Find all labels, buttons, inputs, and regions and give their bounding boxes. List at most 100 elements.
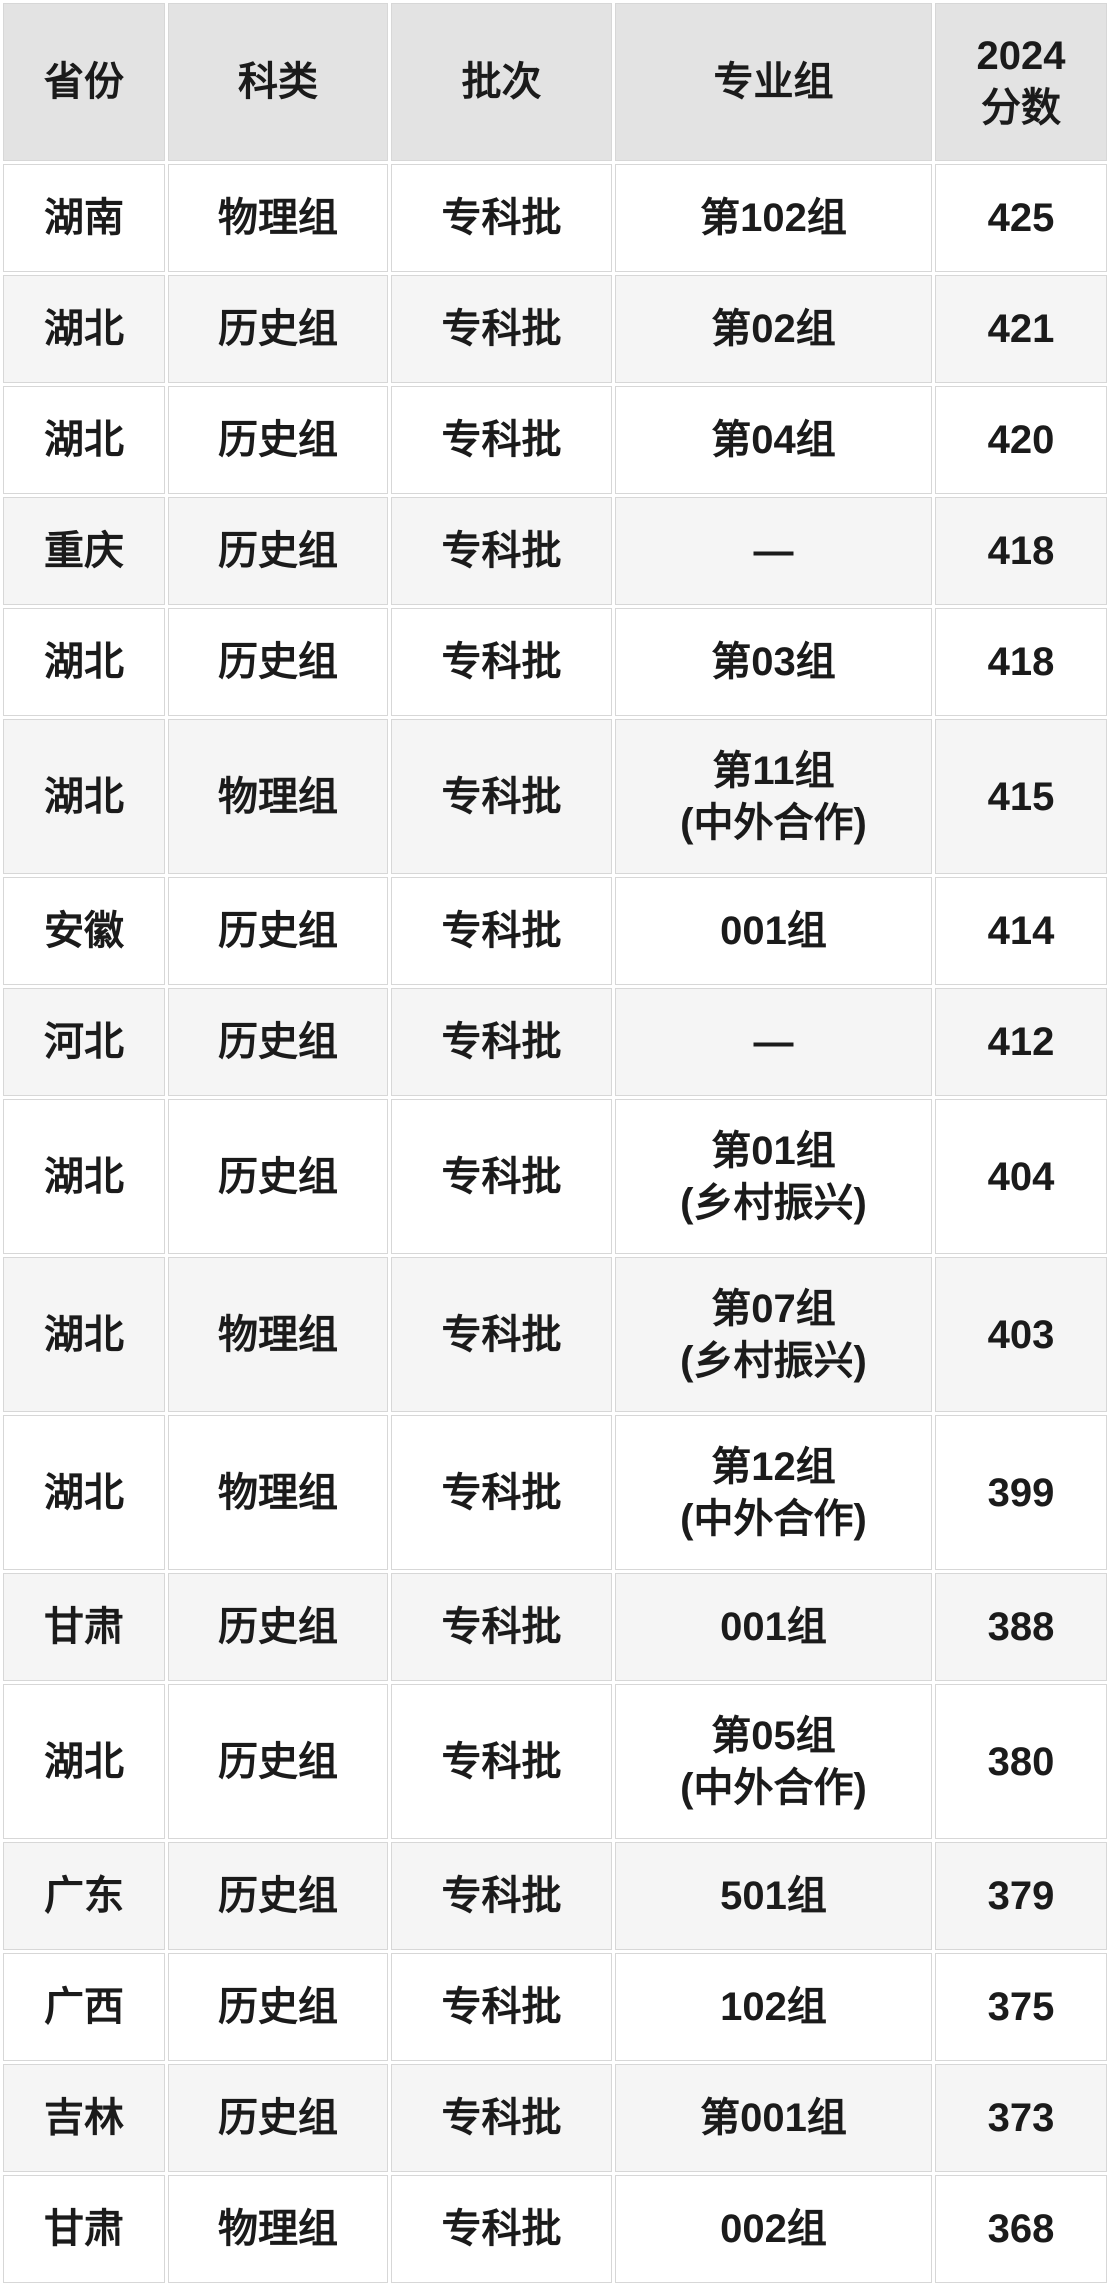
cell-batch: 专科批: [391, 1257, 612, 1412]
cell-province: 湖北: [3, 386, 165, 494]
cell-province: 湖北: [3, 1099, 165, 1254]
cell-batch: 专科批: [391, 497, 612, 605]
cell-subject-category: 历史组: [168, 1953, 388, 2061]
cell-major-group: 501组: [615, 1842, 932, 1950]
cell-province: 河北: [3, 988, 165, 1096]
cell-score: 399: [935, 1415, 1107, 1570]
cell-province: 湖北: [3, 275, 165, 383]
cell-major-group: 102组: [615, 1953, 932, 2061]
header-cell-score-2024: 2024 分数: [935, 3, 1107, 161]
table-row: 湖北 物理组 专科批 第12组 (中外合作) 399: [3, 1415, 1107, 1570]
cell-province: 重庆: [3, 497, 165, 605]
cell-batch: 专科批: [391, 1842, 612, 1950]
cell-province: 湖北: [3, 1257, 165, 1412]
cell-batch: 专科批: [391, 2175, 612, 2283]
cell-score: 418: [935, 497, 1107, 605]
table-row: 重庆 历史组 专科批 — 418: [3, 497, 1107, 605]
cell-major-group: 001组: [615, 877, 932, 985]
cell-batch: 专科批: [391, 1573, 612, 1681]
cell-major-group: —: [615, 497, 932, 605]
cell-score: 375: [935, 1953, 1107, 2061]
cell-province: 湖北: [3, 719, 165, 874]
cell-batch: 专科批: [391, 164, 612, 272]
cell-score: 420: [935, 386, 1107, 494]
cell-subject-category: 历史组: [168, 988, 388, 1096]
cell-batch: 专科批: [391, 275, 612, 383]
cell-score: 412: [935, 988, 1107, 1096]
table-row: 湖北 历史组 专科批 第02组 421: [3, 275, 1107, 383]
cell-major-group: 第05组 (中外合作): [615, 1684, 932, 1839]
header-row: 省份 科类 批次 专业组 2024 分数: [3, 3, 1107, 161]
table-row: 湖南 物理组 专科批 第102组 425: [3, 164, 1107, 272]
cell-province: 安徽: [3, 877, 165, 985]
cell-major-group: 第04组: [615, 386, 932, 494]
cell-province: 湖北: [3, 1684, 165, 1839]
cell-province: 湖南: [3, 164, 165, 272]
cell-province: 吉林: [3, 2064, 165, 2172]
cell-major-group: 第02组: [615, 275, 932, 383]
table-row: 河北 历史组 专科批 — 412: [3, 988, 1107, 1096]
header-cell-batch: 批次: [391, 3, 612, 161]
cell-batch: 专科批: [391, 386, 612, 494]
cell-score: 373: [935, 2064, 1107, 2172]
cell-score: 425: [935, 164, 1107, 272]
table-body: 湖南 物理组 专科批 第102组 425 湖北 历史组 专科批 第02组 421…: [3, 164, 1107, 2283]
cell-major-group: 第07组 (乡村振兴): [615, 1257, 932, 1412]
cell-score: 403: [935, 1257, 1107, 1412]
cell-subject-category: 物理组: [168, 1257, 388, 1412]
cell-major-group: 第11组 (中外合作): [615, 719, 932, 874]
cell-subject-category: 历史组: [168, 608, 388, 716]
cell-major-group: —: [615, 988, 932, 1096]
cell-province: 广东: [3, 1842, 165, 1950]
cell-batch: 专科批: [391, 1099, 612, 1254]
table-row: 湖北 历史组 专科批 第05组 (中外合作) 380: [3, 1684, 1107, 1839]
cell-batch: 专科批: [391, 719, 612, 874]
table-row: 湖北 历史组 专科批 第01组 (乡村振兴) 404: [3, 1099, 1107, 1254]
cell-subject-category: 历史组: [168, 1573, 388, 1681]
cell-major-group: 第102组: [615, 164, 932, 272]
table-row: 湖北 历史组 专科批 第04组 420: [3, 386, 1107, 494]
cell-major-group: 第12组 (中外合作): [615, 1415, 932, 1570]
cell-batch: 专科批: [391, 1415, 612, 1570]
cell-province: 甘肃: [3, 1573, 165, 1681]
cell-batch: 专科批: [391, 2064, 612, 2172]
cell-batch: 专科批: [391, 877, 612, 985]
table-row: 吉林 历史组 专科批 第001组 373: [3, 2064, 1107, 2172]
cell-major-group: 第01组 (乡村振兴): [615, 1099, 932, 1254]
cell-score: 388: [935, 1573, 1107, 1681]
cell-major-group: 002组: [615, 2175, 932, 2283]
header-cell-major-group: 专业组: [615, 3, 932, 161]
cell-subject-category: 物理组: [168, 164, 388, 272]
cell-major-group: 第001组: [615, 2064, 932, 2172]
cell-subject-category: 物理组: [168, 2175, 388, 2283]
cell-score: 368: [935, 2175, 1107, 2283]
cell-subject-category: 历史组: [168, 1842, 388, 1950]
cell-subject-category: 历史组: [168, 1684, 388, 1839]
cell-subject-category: 历史组: [168, 497, 388, 605]
cell-subject-category: 物理组: [168, 719, 388, 874]
cell-subject-category: 历史组: [168, 275, 388, 383]
header-cell-province: 省份: [3, 3, 165, 161]
cell-batch: 专科批: [391, 1953, 612, 2061]
cell-score: 418: [935, 608, 1107, 716]
cell-score: 415: [935, 719, 1107, 874]
table-row: 广西 历史组 专科批 102组 375: [3, 1953, 1107, 2061]
cell-score: 421: [935, 275, 1107, 383]
cell-subject-category: 历史组: [168, 877, 388, 985]
cell-batch: 专科批: [391, 988, 612, 1096]
cell-subject-category: 历史组: [168, 1099, 388, 1254]
cell-subject-category: 历史组: [168, 386, 388, 494]
table-row: 安徽 历史组 专科批 001组 414: [3, 877, 1107, 985]
cell-province: 甘肃: [3, 2175, 165, 2283]
cell-major-group: 第03组: [615, 608, 932, 716]
cell-province: 广西: [3, 1953, 165, 2061]
cell-province: 湖北: [3, 1415, 165, 1570]
table-row: 湖北 物理组 专科批 第07组 (乡村振兴) 403: [3, 1257, 1107, 1412]
cell-batch: 专科批: [391, 1684, 612, 1839]
header-cell-subject-category: 科类: [168, 3, 388, 161]
cell-score: 380: [935, 1684, 1107, 1839]
cell-province: 湖北: [3, 608, 165, 716]
table-row: 湖北 历史组 专科批 第03组 418: [3, 608, 1107, 716]
table-row: 甘肃 物理组 专科批 002组 368: [3, 2175, 1107, 2283]
